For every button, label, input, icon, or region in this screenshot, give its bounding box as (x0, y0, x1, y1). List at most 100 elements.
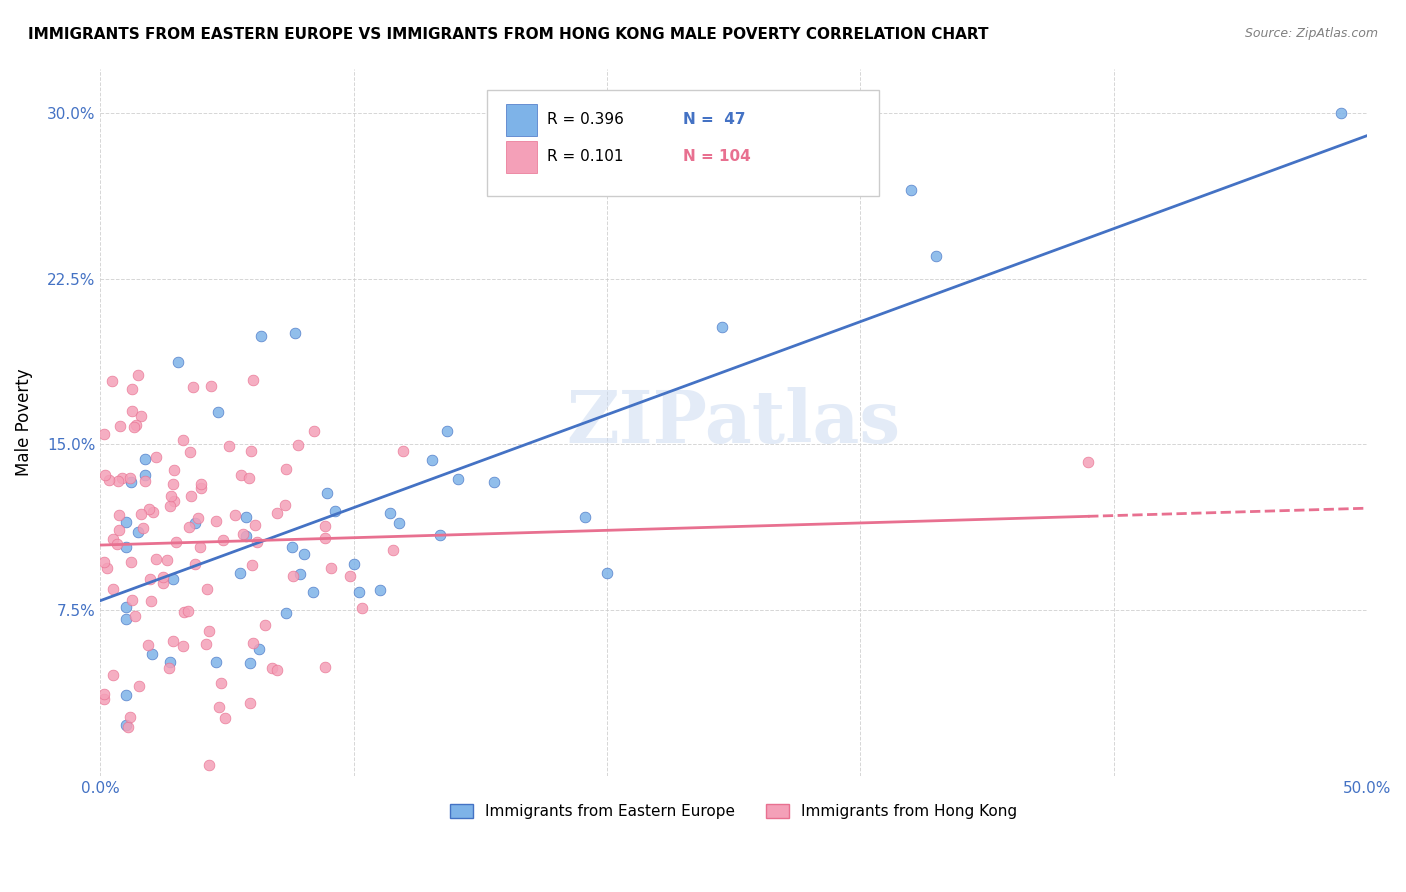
Immigrants from Hong Kong (162, 476, 184, 491)
Immigrants from Hong Kong (117, 720, 139, 734)
Immigrants from Hong Kong (162, 463, 184, 477)
Y-axis label: Male Poverty: Male Poverty (15, 368, 32, 476)
Immigrants from Hong Kong (159, 489, 181, 503)
Immigrants from Hong Kong (93, 687, 115, 701)
Immigrants from Hong Kong (172, 639, 194, 653)
Immigrants from Eastern Europe (114, 540, 136, 554)
Immigrants from Hong Kong (101, 582, 124, 596)
Immigrants from Hong Kong (188, 540, 211, 554)
Immigrants from Hong Kong (198, 624, 221, 639)
Immigrants from Hong Kong (281, 569, 304, 583)
Immigrants from Hong Kong (239, 696, 262, 710)
Immigrants from Hong Kong (209, 676, 232, 690)
Immigrants from Eastern Europe (229, 566, 252, 580)
Immigrants from Hong Kong (107, 537, 129, 551)
Immigrants from Hong Kong (93, 692, 115, 706)
Immigrants from Hong Kong (254, 618, 277, 632)
Immigrants from Hong Kong (157, 661, 180, 675)
Immigrants from Hong Kong (245, 535, 267, 549)
Immigrants from Eastern Europe (925, 250, 948, 264)
Immigrants from Hong Kong (179, 445, 201, 459)
Immigrants from Hong Kong (124, 608, 146, 623)
Immigrants from Hong Kong (162, 634, 184, 648)
Immigrants from Eastern Europe (710, 320, 733, 334)
Immigrants from Hong Kong (242, 636, 264, 650)
Immigrants from Hong Kong (172, 433, 194, 447)
Immigrants from Eastern Europe (114, 611, 136, 625)
Legend: Immigrants from Eastern Europe, Immigrants from Hong Kong: Immigrants from Eastern Europe, Immigran… (444, 797, 1024, 825)
Immigrants from Eastern Europe (120, 475, 142, 489)
Immigrants from Hong Kong (129, 409, 152, 424)
Immigrants from Hong Kong (120, 555, 142, 569)
Immigrants from Eastern Europe (207, 405, 229, 419)
Immigrants from Eastern Europe (323, 503, 346, 517)
Immigrants from Hong Kong (107, 474, 129, 488)
Text: ZIPatlas: ZIPatlas (567, 387, 901, 458)
Immigrants from Eastern Europe (302, 584, 325, 599)
Immigrants from Hong Kong (274, 499, 297, 513)
Immigrants from Eastern Europe (127, 524, 149, 539)
Immigrants from Hong Kong (121, 382, 143, 396)
Text: N = 104: N = 104 (683, 150, 751, 164)
Immigrants from Hong Kong (240, 558, 263, 572)
Immigrants from Hong Kong (266, 506, 288, 520)
Immigrants from Hong Kong (287, 437, 309, 451)
Immigrants from Hong Kong (302, 425, 325, 439)
Immigrants from Hong Kong (163, 493, 186, 508)
Immigrants from Hong Kong (145, 450, 167, 465)
Immigrants from Hong Kong (200, 378, 222, 392)
Immigrants from Eastern Europe (284, 326, 307, 341)
Immigrants from Eastern Europe (482, 475, 505, 490)
Immigrants from Eastern Europe (162, 572, 184, 586)
Immigrants from Hong Kong (266, 663, 288, 677)
Immigrants from Hong Kong (132, 521, 155, 535)
Immigrants from Hong Kong (208, 700, 231, 714)
Immigrants from Eastern Europe (595, 566, 617, 580)
Immigrants from Hong Kong (121, 403, 143, 417)
Immigrants from Hong Kong (118, 710, 141, 724)
Immigrants from Eastern Europe (316, 486, 339, 500)
Immigrants from Hong Kong (190, 477, 212, 491)
Immigrants from Eastern Europe (235, 529, 257, 543)
Immigrants from Eastern Europe (134, 452, 156, 467)
Immigrants from Hong Kong (152, 576, 174, 591)
Immigrants from Hong Kong (212, 533, 235, 547)
Immigrants from Eastern Europe (368, 582, 391, 597)
Immigrants from Eastern Europe (235, 509, 257, 524)
Immigrants from Hong Kong (103, 667, 125, 681)
Immigrants from Hong Kong (138, 638, 160, 652)
Immigrants from Hong Kong (392, 444, 415, 458)
Immigrants from Hong Kong (138, 572, 160, 586)
Immigrants from Eastern Europe (447, 472, 470, 486)
Immigrants from Hong Kong (190, 481, 212, 495)
Immigrants from Eastern Europe (343, 557, 366, 571)
Immigrants from Hong Kong (214, 711, 236, 725)
Immigrants from Eastern Europe (134, 468, 156, 483)
Immigrants from Hong Kong (224, 508, 246, 522)
Text: N =  47: N = 47 (683, 112, 745, 127)
Immigrants from Hong Kong (314, 519, 336, 533)
Immigrants from Eastern Europe (184, 516, 207, 530)
Immigrants from Hong Kong (127, 368, 149, 382)
Immigrants from Hong Kong (159, 500, 181, 514)
Immigrants from Hong Kong (138, 502, 160, 516)
Immigrants from Hong Kong (96, 561, 118, 575)
Immigrants from Eastern Europe (114, 718, 136, 732)
Text: R = 0.101: R = 0.101 (547, 150, 624, 164)
Immigrants from Hong Kong (94, 467, 117, 482)
Immigrants from Hong Kong (314, 531, 336, 545)
Immigrants from Eastern Europe (114, 688, 136, 702)
Immigrants from Hong Kong (98, 473, 121, 487)
Immigrants from Eastern Europe (429, 528, 451, 542)
Immigrants from Hong Kong (238, 471, 260, 485)
Immigrants from Hong Kong (184, 557, 207, 571)
Immigrants from Hong Kong (218, 440, 240, 454)
Immigrants from Eastern Europe (288, 567, 311, 582)
Immigrants from Hong Kong (204, 514, 226, 528)
Immigrants from Eastern Europe (292, 547, 315, 561)
Immigrants from Hong Kong (350, 601, 373, 615)
Immigrants from Hong Kong (121, 592, 143, 607)
Immigrants from Hong Kong (239, 444, 262, 458)
Immigrants from Hong Kong (181, 380, 204, 394)
Immigrants from Hong Kong (187, 511, 209, 525)
